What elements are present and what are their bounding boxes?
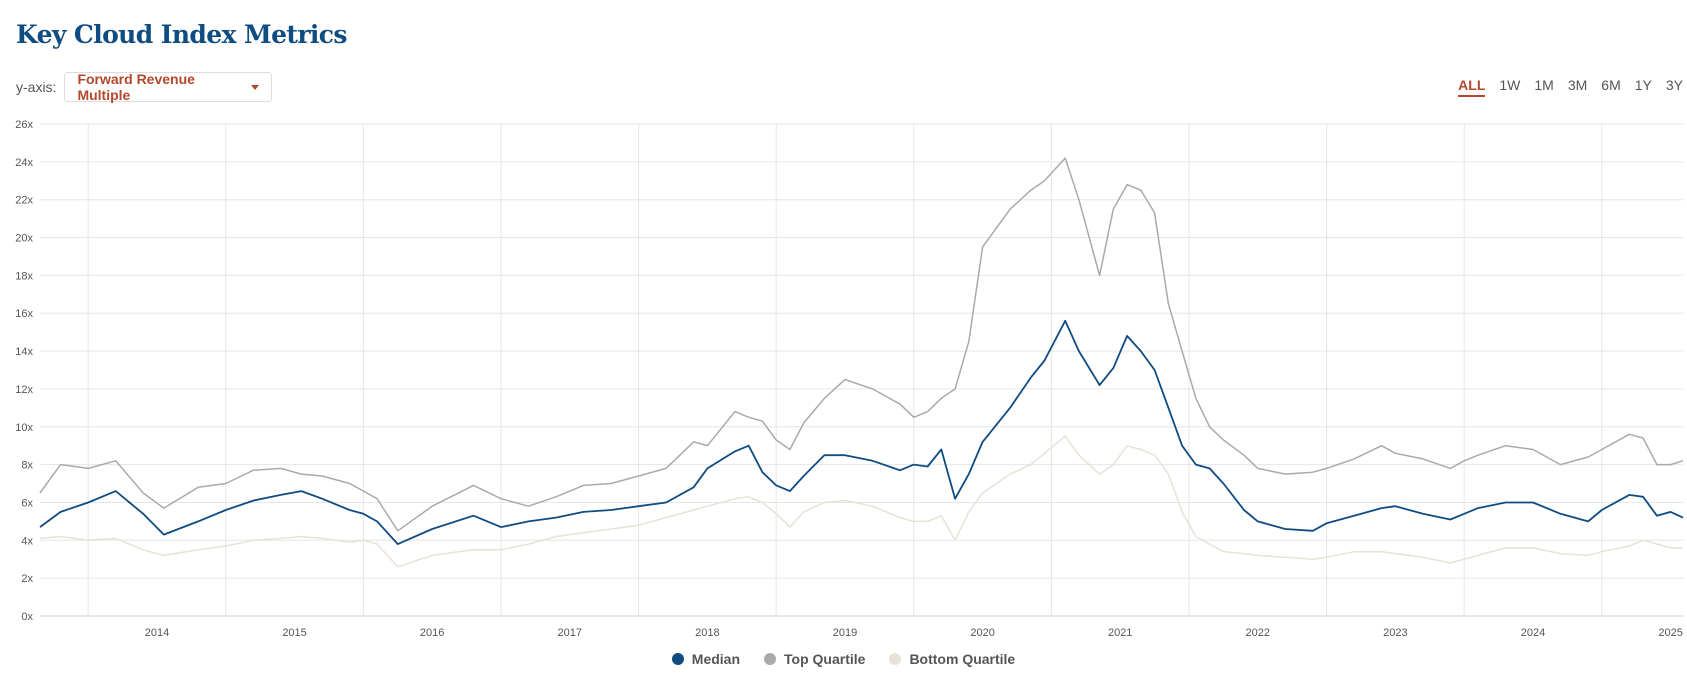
range-tab-1y[interactable]: 1Y xyxy=(1634,77,1652,93)
y-tick-label: 22x xyxy=(15,195,33,207)
x-tick-label: 2022 xyxy=(1246,627,1270,639)
range-tab-all[interactable]: ALL xyxy=(1458,77,1486,97)
line-chart: 0x 2x 4x 6x 8x 10x 12x 14x 16x 18x 20x 22x 24x 26x 201… xyxy=(15,119,1684,639)
legend-item-bottom-quartile[interactable]: Bottom Quartile xyxy=(889,651,1015,667)
series-line-top-quartile xyxy=(39,157,1684,532)
y-tick-label: 18x xyxy=(15,270,33,282)
y-tick-label: 26x xyxy=(15,119,33,131)
x-tick-label: 2016 xyxy=(420,627,444,639)
range-tab-3m[interactable]: 3M xyxy=(1567,77,1588,93)
x-tick-label: 2017 xyxy=(558,627,582,639)
x-tick-label: 2023 xyxy=(1383,627,1407,639)
series-line-bottom-quartile xyxy=(39,435,1683,568)
y-tick-label: 10x xyxy=(15,422,33,434)
chart-legend: Median Top Quartile Bottom Quartile xyxy=(0,651,1687,667)
legend-item-median[interactable]: Median xyxy=(671,651,741,667)
y-tick-label: 14x xyxy=(15,346,33,358)
yaxis-label: y-axis: xyxy=(16,79,57,95)
y-tick-label: 0x xyxy=(21,611,33,623)
legend-dot-top-quartile xyxy=(764,653,777,665)
x-tick-label: 2025 xyxy=(1658,627,1682,639)
legend-label-top-quartile: Top Quartile xyxy=(784,651,866,667)
yaxis-selector: y-axis: Forward Revenue Multiple xyxy=(16,71,273,103)
y-tick-label: 24x xyxy=(15,157,33,169)
legend-label-median: Median xyxy=(691,651,741,667)
legend-item-top-quartile[interactable]: Top Quartile xyxy=(764,651,865,667)
y-tick-label: 20x xyxy=(15,233,33,245)
x-tick-label: 2019 xyxy=(833,627,857,639)
range-tab-3y[interactable]: 3Y xyxy=(1665,77,1683,93)
y-tick-label: 4x xyxy=(21,535,33,547)
y-tick-label: 6x xyxy=(21,497,33,509)
x-tick-label: 2014 xyxy=(145,627,169,639)
caret-down-icon xyxy=(251,84,260,90)
x-tick-label: 2024 xyxy=(1521,627,1545,639)
series-line-median xyxy=(39,319,1684,545)
x-tick-label: 2020 xyxy=(970,627,994,639)
yaxis-dropdown[interactable]: Forward Revenue Multiple xyxy=(64,71,273,103)
y-tick-label: 2x xyxy=(21,573,33,585)
y-tick-label: 16x xyxy=(15,308,33,320)
x-tick-label: 2018 xyxy=(695,627,719,639)
range-tab-6m[interactable]: 6M xyxy=(1601,77,1621,93)
x-tick-label: 2021 xyxy=(1108,627,1132,639)
legend-dot-median xyxy=(671,653,684,665)
time-range-tabs: ALL 1W 1M 3M 6M 1Y 3Y xyxy=(1444,77,1683,97)
y-tick-label: 8x xyxy=(21,460,33,472)
range-tab-1w[interactable]: 1W xyxy=(1499,77,1521,93)
range-tab-1m[interactable]: 1M xyxy=(1534,77,1554,93)
y-tick-label: 12x xyxy=(15,384,33,396)
x-tick-label: 2015 xyxy=(282,627,306,639)
yaxis-dropdown-value: Forward Revenue Multiple xyxy=(77,71,195,103)
legend-dot-bottom-quartile xyxy=(889,653,902,665)
page-title: Key Cloud Index Metrics xyxy=(16,20,348,49)
legend-label-bottom-quartile: Bottom Quartile xyxy=(909,651,1016,667)
